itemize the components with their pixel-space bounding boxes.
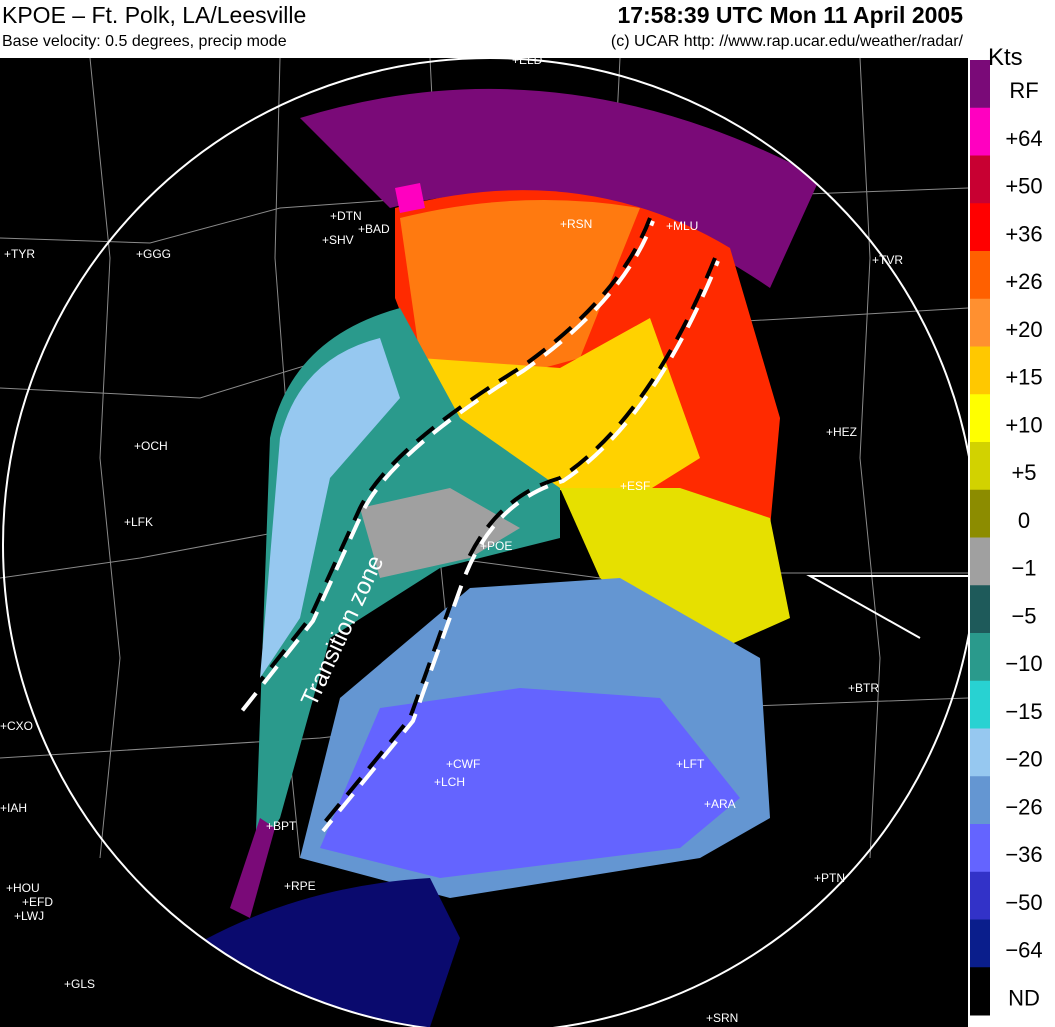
- station-label: +BTR: [848, 681, 879, 695]
- legend-swatch: [970, 346, 990, 395]
- legend-swatch: [970, 203, 990, 252]
- legend-label: +5: [1011, 460, 1036, 485]
- legend-swatch: [970, 728, 990, 777]
- station-label: +SRN: [706, 1011, 738, 1025]
- station-label: +LFK: [124, 515, 153, 529]
- station-label: +RPE: [284, 879, 316, 893]
- legend-swatch: [970, 967, 990, 1016]
- legend-label: −64: [1005, 938, 1042, 963]
- legend-swatch: [970, 298, 990, 347]
- station-label: +TVR: [872, 253, 903, 267]
- timestamp: 17:58:39 UTC Mon 11 April 2005: [617, 2, 963, 28]
- legend-label: −10: [1005, 651, 1042, 676]
- legend-label: +10: [1005, 412, 1042, 437]
- station-label: +LCH: [434, 775, 465, 789]
- legend-swatch: [970, 680, 990, 729]
- legend-label: +20: [1005, 317, 1042, 342]
- legend-label: +26: [1005, 269, 1042, 294]
- legend-swatch: [970, 60, 990, 109]
- station-label: +BPT: [266, 819, 297, 833]
- range-ring: [2, 58, 968, 1027]
- legend-label: RF: [1009, 78, 1038, 103]
- legend-swatch: [970, 489, 990, 538]
- legend-label: −5: [1011, 603, 1036, 628]
- legend-label: −15: [1005, 699, 1042, 724]
- state-line: [806, 575, 968, 639]
- legend-swatch: [970, 251, 990, 300]
- subtitle: Base velocity: 0.5 degrees, precip mode: [2, 33, 287, 50]
- station-label: +EFD: [22, 895, 53, 909]
- legend-unit: Kts: [988, 44, 1023, 71]
- station-label: +LFT: [676, 757, 705, 771]
- stations: +ELD +DTN +BAD +SHV +TYR +GGG +RSN +MLU …: [0, 58, 903, 1025]
- credit: (c) UCAR http: //www.rap.ucar.edu/weathe…: [610, 33, 963, 50]
- station-label: +ELD: [512, 58, 543, 67]
- legend-label: −26: [1005, 794, 1042, 819]
- legend-label: ND: [1008, 985, 1040, 1010]
- station-label: +LWJ: [14, 909, 44, 923]
- legend-label: +15: [1005, 365, 1042, 390]
- legend-swatch: [970, 107, 990, 156]
- legend-swatch: [970, 871, 990, 920]
- legend-swatch: [970, 442, 990, 491]
- radar-map: Transition zone +ELD +DTN +BAD +SHV +TYR…: [0, 58, 968, 1027]
- station-label: +MLU: [666, 219, 698, 233]
- legend-label: −50: [1005, 890, 1042, 915]
- legend-label: +64: [1005, 126, 1042, 151]
- legend: RF+64+50+36+26+20+15+10+50−1−5−10−15−20−…: [970, 60, 1043, 1016]
- station-label: +ESF: [620, 479, 650, 493]
- station-label: +SHV: [322, 233, 354, 247]
- station-label: +OCH: [134, 439, 168, 453]
- legend-swatch: [970, 537, 990, 586]
- station-label: +HEZ: [826, 425, 857, 439]
- legend-swatch: [970, 919, 990, 968]
- station-label: +GGG: [136, 247, 171, 261]
- legend-swatch: [970, 776, 990, 825]
- legend-label: 0: [1018, 508, 1030, 533]
- station-label: +HOU: [6, 881, 40, 895]
- legend-label: −36: [1005, 842, 1042, 867]
- legend-swatch: [970, 394, 990, 443]
- station-label: +CXO: [0, 719, 33, 733]
- station-label: +DTN: [330, 209, 362, 223]
- legend-label: −1: [1011, 556, 1036, 581]
- legend-label: +36: [1005, 221, 1042, 246]
- station-label: +BAD: [358, 222, 390, 236]
- radar-echoes: [130, 88, 820, 1027]
- station-label: +CWF: [446, 757, 480, 771]
- station-label: +PTN: [814, 871, 845, 885]
- legend-label: +50: [1005, 174, 1042, 199]
- station-label: +RSN: [560, 217, 592, 231]
- legend-swatch: [970, 155, 990, 204]
- legend-label: −20: [1005, 747, 1042, 772]
- station-label: +GLS: [64, 977, 95, 991]
- legend-swatch: [970, 585, 990, 634]
- boundary-lines: [233, 217, 720, 833]
- station-label: +TYR: [4, 247, 35, 261]
- radar-title: KPOE – Ft. Polk, LA/Leesville: [2, 2, 307, 28]
- station-label: +POE: [480, 539, 512, 553]
- legend-swatch: [970, 824, 990, 873]
- station-label: +ARA: [704, 797, 736, 811]
- station-label: +IAH: [0, 801, 27, 815]
- legend-swatch: [970, 633, 990, 682]
